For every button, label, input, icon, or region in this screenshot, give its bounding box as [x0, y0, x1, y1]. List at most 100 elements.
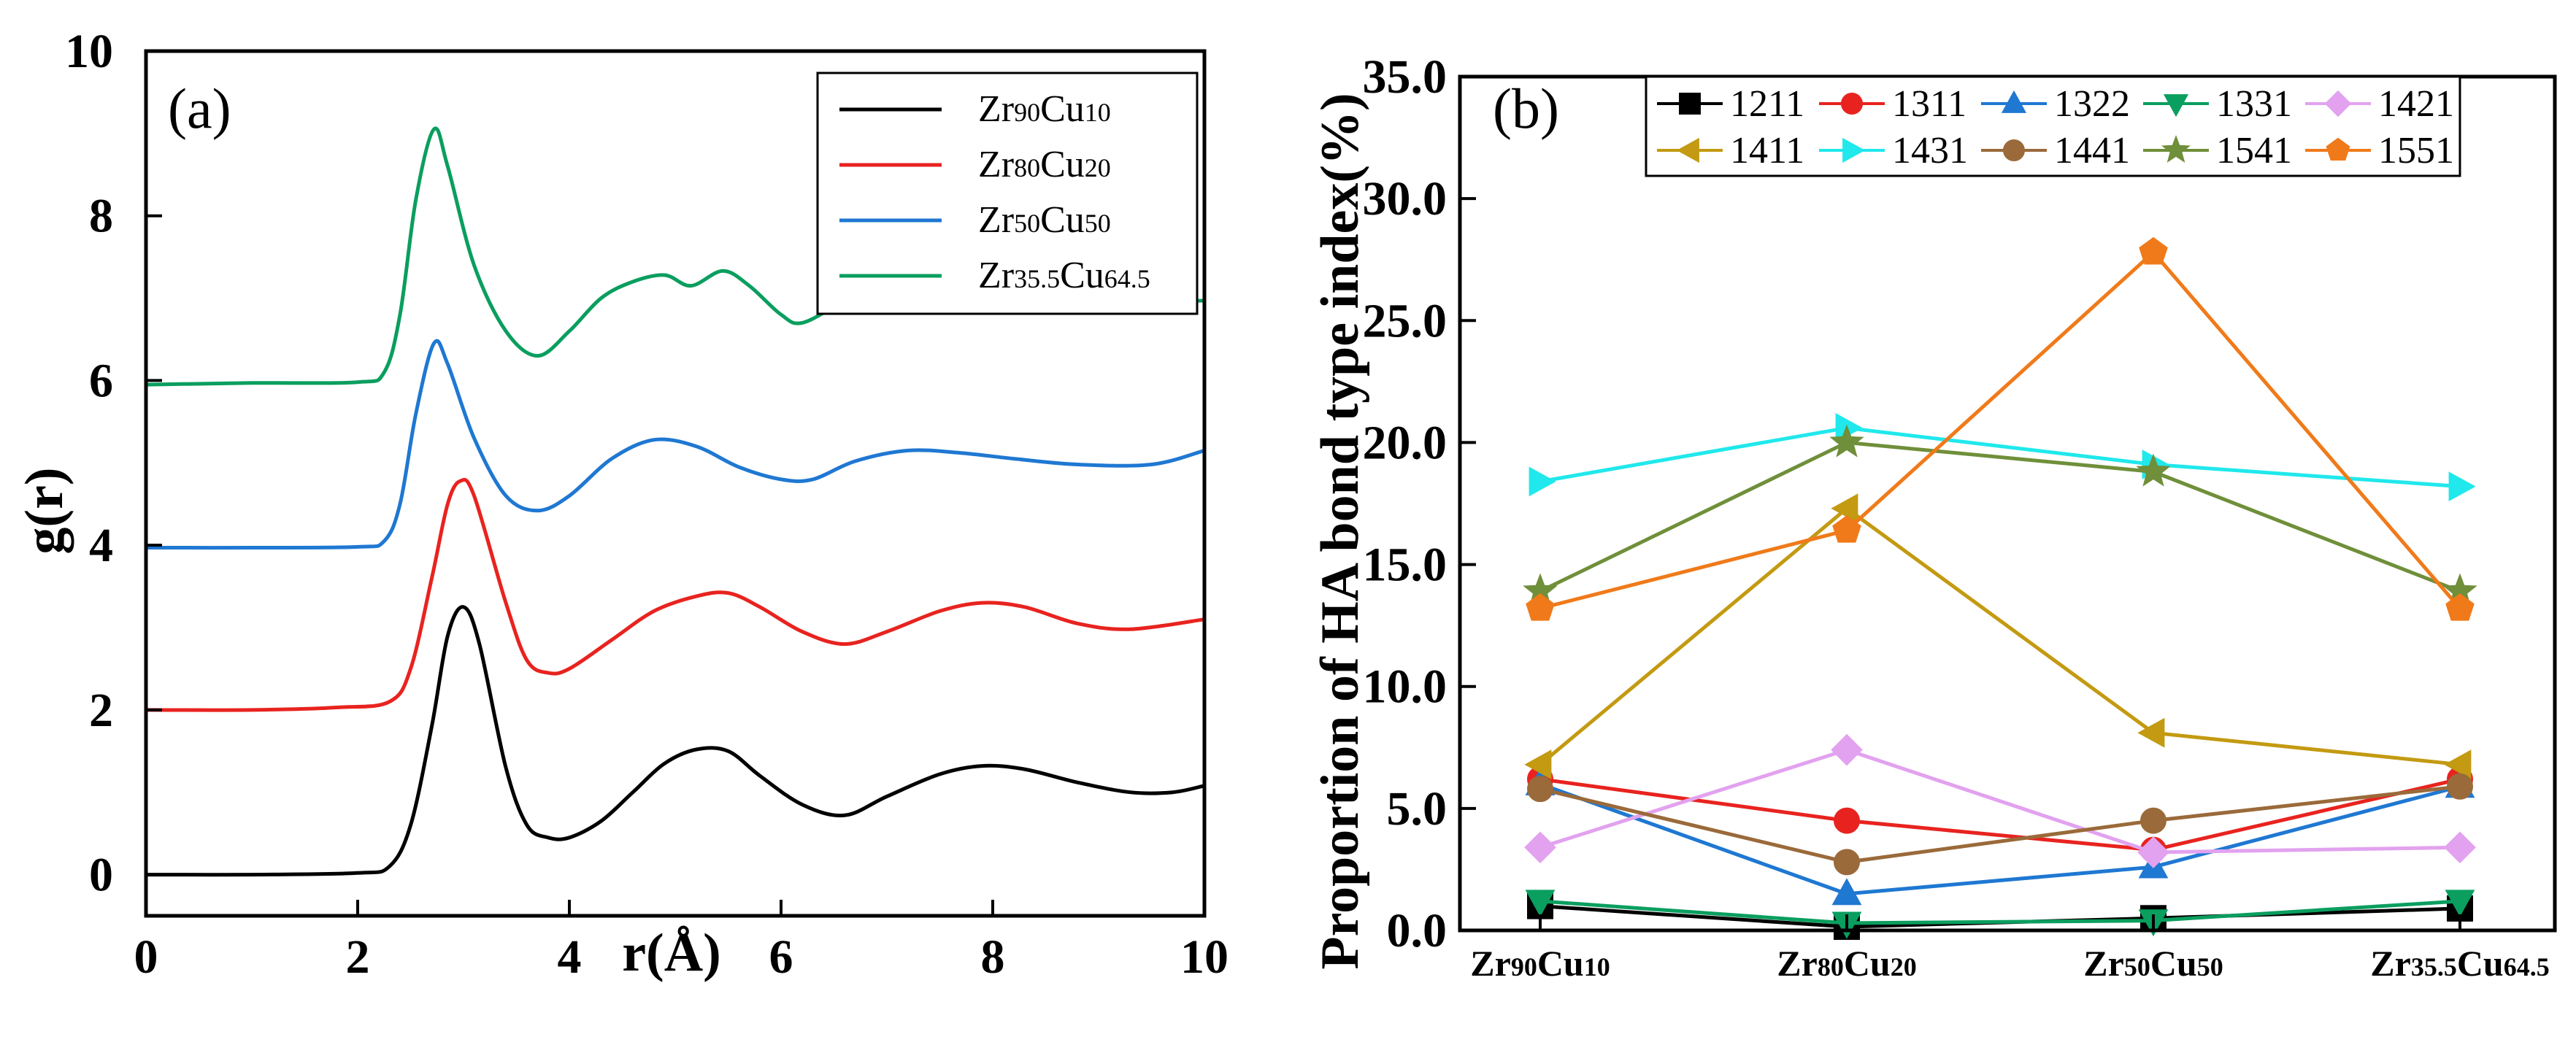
panel-b-series-group: [1523, 236, 2477, 940]
y-tick-label: 15.0: [1363, 539, 1447, 592]
legend-label: Zr90Cu10: [978, 88, 1111, 130]
data-point: [2445, 593, 2475, 621]
panel-a-y-axis-title: g(r): [15, 467, 74, 554]
rdf-curve-zr50cu50: [145, 339, 1205, 550]
data-point: [1831, 493, 1858, 524]
data-point: [2447, 773, 2473, 800]
data-point: [1832, 514, 1861, 543]
y-tick-label: 10: [65, 25, 113, 78]
series-line-1431: [1539, 425, 2461, 489]
y-tick-label: 10.0: [1363, 660, 1447, 714]
data-point: [1529, 466, 1556, 497]
x-tick-label: 2: [346, 930, 370, 984]
panel-a-x-axis-title: r(Å): [622, 923, 721, 983]
panel-b-ha-index-chart: (b) 0.0 5.0 10.0 15.0 20.0 25.0 30.0 35.0 Zr90Cu…: [1310, 50, 2557, 984]
data-point: [1679, 93, 1701, 115]
legend-label: 1421: [2378, 83, 2454, 125]
series-line-1311: [1539, 777, 2461, 852]
panel-a-legend: Zr90Cu10 Zr80Cu20 Zr50Cu50 Zr35.5Cu64.5: [816, 72, 1199, 315]
y-tick-label: 35.0: [1363, 50, 1447, 104]
data-point: [2445, 890, 2475, 917]
y-tick-label: 5.0: [1387, 782, 1447, 836]
x-category-label: Zr80Cu20: [1777, 943, 1916, 984]
y-tick-label: 4: [89, 519, 113, 572]
data-point: [1524, 831, 1556, 864]
x-tick-label: 0: [134, 930, 158, 984]
x-tick-label: 8: [981, 930, 1005, 984]
legend-label: Zr50Cu50: [978, 199, 1111, 241]
legend-label: 1211: [1730, 83, 1804, 125]
legend-label: Zr80Cu20: [978, 144, 1111, 185]
series-1421: [1524, 733, 2476, 868]
x-category-label: Zr90Cu10: [1470, 943, 1610, 984]
data-point: [1834, 849, 1860, 876]
data-point: [1831, 878, 1862, 906]
x-tick-label: 4: [558, 930, 582, 984]
data-point: [1527, 776, 1553, 803]
legend-label: Zr35.5Cu64.5: [978, 255, 1150, 296]
data-point: [2444, 831, 2476, 864]
data-point: [1525, 890, 1556, 917]
legend-label: 1411: [1730, 130, 1804, 171]
data-point: [2003, 139, 2025, 161]
legend-label: 1331: [2216, 83, 2292, 125]
legend-label: 1322: [2054, 83, 2130, 125]
data-point: [2326, 137, 2350, 161]
data-point: [1842, 137, 1866, 163]
data-point: [2139, 236, 2168, 265]
panel-a-frame: [144, 49, 1207, 918]
series-1551: [1526, 236, 2475, 621]
x-tick-label: 6: [769, 930, 793, 984]
data-point: [2137, 836, 2169, 868]
y-tick-label: 30.0: [1363, 172, 1447, 225]
data-point: [2001, 90, 2027, 113]
series-1211: [1527, 892, 2473, 940]
legend-label: 1431: [1892, 130, 1968, 171]
panel-b-y-axis-title: Proportion of HA bond type index(%): [1310, 93, 1370, 969]
data-point: [2137, 717, 2165, 748]
legend-label: 1311: [1892, 83, 1966, 125]
x-category-label: Zr50Cu50: [2083, 943, 2223, 984]
y-tick-label: 6: [89, 354, 113, 407]
series-line-1421: [1539, 747, 2461, 855]
series-line-1411: [1539, 506, 2461, 767]
series-line-1541: [1539, 440, 2461, 593]
data-point: [1831, 733, 1863, 766]
panel-b-axes: 0.0 5.0 10.0 15.0 20.0 25.0 30.0 35.0 Zr90Cu10 Zr…: [1363, 50, 2557, 984]
data-point: [1841, 93, 1863, 115]
rdf-curve-zr80cu20: [145, 477, 1205, 712]
legend-label: 1551: [2378, 130, 2454, 171]
panel-b-legend: 1211 1311 1322 1331 1421 1411 1431 1441 1541 1551: [1645, 75, 2461, 177]
data-point: [2324, 90, 2352, 117]
panel-b-label: (b): [1493, 77, 1559, 140]
panel-a-rdf-chart: (a) 0 2 4 6 8 10 0 2 4 6 8 10 r(Å) g(r) Zr90Cu10 Zr8…: [15, 25, 1229, 984]
panel-b-legend-box: [1645, 75, 2461, 177]
x-category-label: Zr35.5Cu64.5: [2370, 943, 2549, 984]
series-1411: [1524, 493, 2472, 780]
y-tick-label: 25.0: [1363, 294, 1447, 347]
data-point: [1676, 137, 1699, 163]
data-point: [1829, 424, 1864, 458]
y-tick-label: 8: [89, 190, 113, 243]
series-line-1551: [1539, 250, 2461, 611]
series-line-1331: [1539, 899, 2461, 925]
y-tick-label: 0: [89, 849, 113, 902]
y-tick-label: 20.0: [1363, 416, 1447, 469]
x-tick-label: 10: [1180, 930, 1229, 984]
panel-a-label: (a): [168, 77, 231, 140]
panel-a-axes: 0 2 4 6 8 10 0 2 4 6 8 10: [65, 25, 1229, 984]
legend-label: 1441: [2054, 130, 2130, 171]
data-point: [2163, 94, 2189, 117]
y-tick-label: 2: [89, 684, 113, 737]
data-point: [2444, 749, 2472, 780]
panel-a-legend-box: [816, 72, 1199, 315]
series-1441: [1527, 773, 2473, 876]
data-point: [2136, 453, 2171, 487]
series-line-1322: [1539, 782, 2461, 896]
data-point: [1526, 593, 1555, 621]
data-point: [1834, 807, 1860, 834]
data-point: [1524, 749, 1552, 780]
data-point: [2161, 134, 2191, 163]
series-line-1441: [1539, 784, 2461, 864]
